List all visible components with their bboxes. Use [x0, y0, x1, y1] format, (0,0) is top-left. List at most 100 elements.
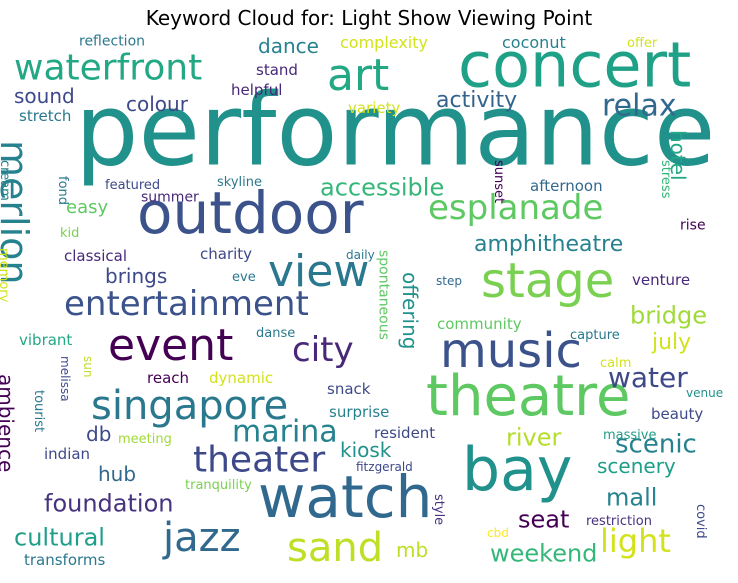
word-colour: colour: [126, 92, 189, 116]
word-style: style: [431, 494, 446, 525]
word-water: water: [608, 361, 688, 394]
word-charity: charity: [200, 245, 252, 263]
word-vibrant: vibrant: [19, 331, 72, 349]
word-july: july: [651, 330, 691, 355]
word-scenic: scenic: [615, 429, 697, 459]
word-activity: activity: [436, 88, 517, 113]
word-bridge: bridge: [630, 302, 707, 330]
word-music: music: [440, 323, 582, 379]
word-watch: watch: [258, 463, 432, 531]
word-fond: fond: [55, 176, 70, 205]
word-covid: covid: [693, 504, 708, 539]
word-helpful: helpful: [231, 81, 282, 99]
word-light: light: [600, 522, 671, 560]
word-performance: performance: [75, 71, 715, 188]
word-theater: theater: [193, 440, 325, 481]
word-hub: hub: [98, 462, 136, 486]
word-seat: seat: [518, 506, 569, 534]
word-variety: variety: [348, 99, 401, 117]
word-venue: venue: [686, 386, 723, 400]
word-summer: summer: [141, 190, 199, 206]
word-dynamic: dynamic: [209, 369, 273, 387]
word-indian: indian: [44, 445, 90, 463]
word-beauty: beauty: [651, 405, 703, 423]
word-danse: danse: [256, 326, 295, 341]
word-sand: sand: [287, 525, 383, 571]
word-sun: sun: [81, 356, 95, 377]
word-amphitheatre: amphitheatre: [474, 232, 623, 257]
word-outdoor: outdoor: [137, 179, 364, 247]
word-relax: relax: [602, 89, 677, 124]
word-offer: offer: [627, 36, 658, 51]
word-featured: featured: [105, 178, 160, 193]
word-stand: stand: [256, 61, 298, 79]
word-spontaneous: spontaneous: [375, 250, 391, 340]
word-singapore: singapore: [91, 383, 288, 429]
word-transforms: transforms: [24, 551, 106, 569]
word-massive: massive: [603, 428, 656, 443]
word-brings: brings: [105, 264, 167, 288]
word-melissa: melissa: [58, 356, 72, 402]
word-jazz: jazz: [162, 515, 241, 561]
word-resident: resident: [374, 424, 435, 442]
word-afternoon: afternoon: [530, 177, 603, 195]
word-theatre: theatre: [426, 364, 630, 429]
word-view: view: [268, 246, 369, 297]
word-tourist: tourist: [31, 390, 46, 432]
word-scenery: scenery: [597, 454, 676, 478]
word-restriction: restriction: [586, 514, 652, 529]
word-kid: kid: [60, 226, 79, 241]
word-venture: venture: [632, 271, 690, 289]
word-reflection: reflection: [79, 34, 145, 50]
word-meeting: meeting: [118, 432, 172, 447]
word-bay: bay: [462, 435, 572, 505]
word-easy: easy: [66, 197, 108, 218]
word-tranquility: tranquility: [185, 478, 252, 493]
word-esplanade: esplanade: [428, 188, 603, 228]
word-community: community: [437, 315, 522, 333]
word-entertainment: entertainment: [64, 284, 309, 324]
word-event: event: [108, 320, 233, 371]
word-sound: sound: [14, 84, 75, 108]
word-city: city: [292, 330, 354, 370]
word-cream: cream: [0, 160, 12, 201]
word-river: river: [506, 424, 562, 452]
word-stretch: stretch: [19, 107, 71, 125]
word-complexity: complexity: [340, 33, 428, 52]
word-eve: eve: [232, 270, 256, 285]
word-foundation: foundation: [44, 490, 173, 518]
word-merlion: merlion: [0, 140, 36, 284]
word-stage: stage: [481, 253, 614, 309]
word-hotel: hotel: [666, 130, 690, 181]
word-accessible: accessible: [320, 174, 444, 202]
word-dance: dance: [258, 34, 319, 58]
word-ambience: ambience: [0, 374, 18, 472]
word-surprise: surprise: [329, 403, 389, 421]
word-db: db: [86, 422, 111, 446]
word-capture: capture: [570, 328, 620, 343]
word-daily: daily: [346, 248, 375, 262]
word-snack: snack: [327, 380, 371, 398]
word-weekend: weekend: [490, 540, 597, 568]
word-concert: concert: [458, 28, 691, 101]
chart-title: Keyword Cloud for: Light Show Viewing Po…: [145, 6, 593, 30]
word-stress: stress: [658, 160, 673, 199]
word-waterfront: waterfront: [14, 48, 202, 89]
word-rise: rise: [680, 218, 706, 234]
word-skyline: skyline: [217, 175, 262, 190]
word-coconut: coconut: [502, 33, 566, 52]
word-reach: reach: [147, 369, 189, 387]
word-step: step: [436, 274, 462, 288]
word-mb: mb: [396, 538, 428, 562]
word-art: art: [327, 50, 389, 101]
word-marina: marina: [232, 415, 338, 450]
word-calm: calm: [600, 356, 631, 371]
word-offering: offering: [398, 272, 422, 349]
word-kiosk: kiosk: [340, 438, 392, 462]
word-memory: memory: [0, 248, 11, 303]
word-cbd: cbd: [487, 526, 509, 540]
word-cultural: cultural: [14, 524, 105, 552]
word-mall: mall: [606, 484, 657, 512]
word-classical: classical: [64, 247, 127, 265]
